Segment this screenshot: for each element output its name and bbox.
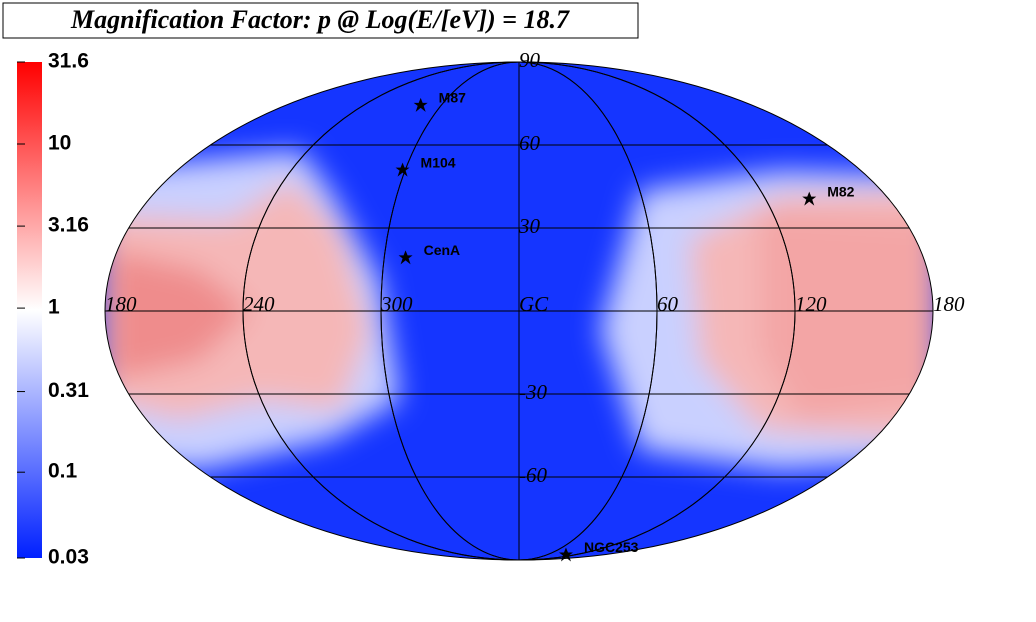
- source-marker: [395, 162, 410, 177]
- source-marker: [802, 191, 817, 206]
- source-label: M87: [439, 90, 466, 106]
- source-label: CenA: [424, 242, 461, 258]
- latitude-label: 30: [518, 214, 541, 238]
- longitude-label: 300: [380, 292, 413, 316]
- colorbar-tick-label: 0.03: [48, 546, 89, 569]
- longitude-label: 180: [105, 292, 137, 316]
- map-outline: [104, 61, 934, 561]
- source-label: NGC253: [584, 539, 639, 555]
- longitude-label: 180: [933, 292, 965, 316]
- source-label: M104: [421, 154, 456, 170]
- latitude-label: -30: [519, 380, 547, 404]
- colorbar-tick-label: 10: [48, 132, 71, 155]
- colorbar: [17, 62, 42, 558]
- chart-title: Magnification Factor: p @ Log(E/[eV]) = …: [70, 5, 570, 34]
- longitude-label: 240: [243, 292, 275, 316]
- title-box: [2, 2, 639, 39]
- longitude-label: 120: [795, 292, 827, 316]
- latitude-label: 90: [519, 48, 541, 72]
- source-marker: [558, 547, 573, 562]
- latitude-label: 60: [519, 131, 541, 155]
- colorbar-tick-label: 0.31: [48, 379, 89, 402]
- longitude-label: 60: [657, 292, 679, 316]
- longitude-label: GC: [519, 292, 549, 316]
- colorbar-tick-label: 1: [48, 296, 60, 319]
- colorbar-tick-label: 3.16: [48, 214, 89, 237]
- latitude-label: -60: [519, 463, 547, 487]
- source-label: M82: [827, 183, 854, 199]
- source-marker: [398, 250, 413, 265]
- source-marker: [413, 97, 428, 112]
- colorbar-tick-label: 31.6: [48, 50, 89, 73]
- colorbar-tick-label: 0.1: [48, 460, 78, 483]
